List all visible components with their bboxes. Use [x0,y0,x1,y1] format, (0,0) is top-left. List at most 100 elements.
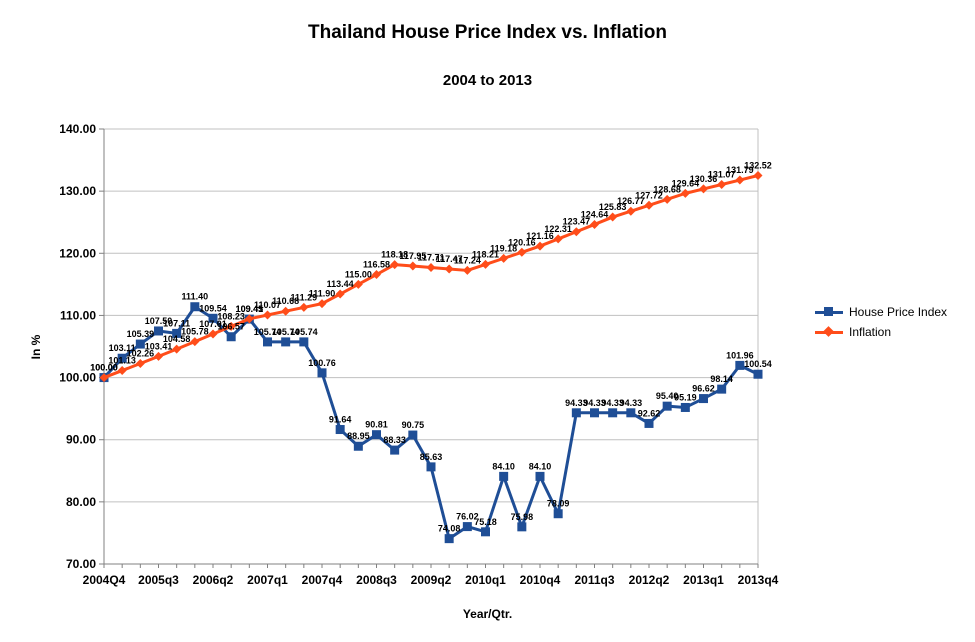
data-label-house-price-index: 109.41 [236,304,264,314]
data-point-inflation[interactable] [717,179,727,189]
data-point-house-price-index[interactable] [353,441,363,451]
data-point-inflation[interactable] [299,302,309,312]
data-point-inflation[interactable] [353,279,363,289]
x-tick-label: 2006q2 [193,573,234,587]
data-point-inflation[interactable] [608,212,618,222]
data-point-inflation[interactable] [680,188,690,198]
data-point-inflation[interactable] [644,200,654,210]
data-point-inflation[interactable] [99,373,109,383]
x-tick-label: 2008q3 [356,573,397,587]
data-point-house-price-index[interactable] [390,445,400,455]
data-point-inflation[interactable] [535,241,545,251]
data-point-house-price-index[interactable] [208,313,218,323]
data-point-house-price-index[interactable] [753,369,763,379]
data-point-inflation[interactable] [390,260,400,270]
data-point-house-price-index[interactable] [117,353,127,363]
data-point-house-price-index[interactable] [735,360,745,370]
data-point-house-price-index[interactable] [717,384,727,394]
data-point-house-price-index[interactable] [281,337,291,347]
data-label-house-price-index: 84.10 [529,461,552,471]
data-point-house-price-index[interactable] [517,522,527,532]
data-point-house-price-index[interactable] [335,425,345,435]
data-point-house-price-index[interactable] [535,471,545,481]
data-label-house-price-index: 88.95 [347,431,370,441]
data-point-house-price-index[interactable] [553,509,563,519]
data-point-inflation[interactable] [244,314,254,324]
data-label-inflation: 130.36 [690,174,718,184]
data-point-house-price-index[interactable] [662,401,672,411]
data-point-house-price-index[interactable] [299,337,309,347]
data-point-inflation[interactable] [317,299,327,309]
data-label-house-price-index: 111.40 [182,292,209,302]
data-point-house-price-index[interactable] [571,408,581,418]
data-point-house-price-index[interactable] [481,527,490,537]
data-point-house-price-index[interactable] [190,302,200,312]
series [99,170,763,544]
data-point-house-price-index[interactable] [608,408,618,418]
data-point-house-price-index[interactable] [499,471,509,481]
data-label-house-price-index: 85.63 [420,452,443,462]
data-point-house-price-index[interactable] [426,462,436,472]
data-point-house-price-index[interactable] [135,339,145,349]
legend: House Price Index Inflation [815,302,947,342]
data-label-house-price-index: 94.33 [601,398,624,408]
data-label-inflation: 101.13 [108,356,136,366]
data-point-inflation[interactable] [226,321,236,331]
data-point-inflation[interactable] [481,259,490,269]
data-point-inflation[interactable] [208,329,218,339]
data-point-inflation[interactable] [154,351,163,361]
data-point-house-price-index[interactable] [444,534,454,544]
data-point-inflation[interactable] [462,265,472,275]
legend-item-house-price-index[interactable]: House Price Index [815,302,947,322]
data-label-inflation: 100.00 [90,363,118,373]
data-label-inflation: 124.64 [581,209,609,219]
data-point-house-price-index[interactable] [372,430,381,440]
data-label-house-price-index: 88.33 [383,435,406,445]
data-point-inflation[interactable] [372,270,381,280]
data-point-inflation[interactable] [662,194,672,204]
data-point-inflation[interactable] [517,247,527,257]
data-point-house-price-index[interactable] [626,408,636,418]
data-label-house-price-index: 103.11 [109,343,136,353]
data-point-house-price-index[interactable] [699,394,708,404]
x-axis-title: Year/Qtr. [462,607,513,621]
data-point-inflation[interactable] [135,359,145,369]
data-point-inflation[interactable] [553,234,563,244]
data-point-inflation[interactable] [444,264,454,274]
data-point-inflation[interactable] [626,206,636,216]
data-point-inflation[interactable] [172,344,182,354]
data-point-inflation[interactable] [281,306,291,316]
data-label-inflation: 111.90 [309,289,336,299]
data-point-inflation[interactable] [499,253,509,263]
data-point-house-price-index[interactable] [263,337,272,347]
data-point-inflation[interactable] [426,263,436,273]
data-point-house-price-index[interactable] [590,408,599,418]
data-point-house-price-index[interactable] [462,522,472,532]
data-point-house-price-index[interactable] [644,418,654,428]
legend-item-inflation[interactable]: Inflation [815,322,947,342]
x-tick-label: 2005q3 [138,573,179,587]
data-point-house-price-index[interactable] [408,430,418,440]
data-point-inflation[interactable] [190,337,200,347]
data-point-house-price-index[interactable] [172,328,182,338]
data-point-inflation[interactable] [571,227,581,237]
data-point-inflation[interactable] [753,170,763,180]
data-label-house-price-index: 94.33 [565,398,588,408]
data-point-inflation[interactable] [699,184,708,194]
data-label-inflation: 126.77 [617,196,645,206]
data-point-inflation[interactable] [590,219,599,229]
data-point-inflation[interactable] [335,289,345,299]
data-label-inflation: 111.29 [291,292,318,302]
y-tick-label: 100.00 [59,371,96,385]
data-point-house-price-index[interactable] [226,332,236,342]
data-point-inflation[interactable] [117,366,127,376]
data-point-house-price-index[interactable] [680,402,690,412]
data-label-house-price-index: 75.98 [511,512,534,522]
legend-marker-square-icon [824,307,833,316]
data-point-inflation[interactable] [263,310,272,320]
data-point-inflation[interactable] [735,175,745,185]
data-point-inflation[interactable] [408,261,418,271]
data-point-house-price-index[interactable] [317,368,327,378]
data-point-house-price-index[interactable] [154,326,163,336]
data-label-house-price-index: 105.39 [127,329,155,339]
